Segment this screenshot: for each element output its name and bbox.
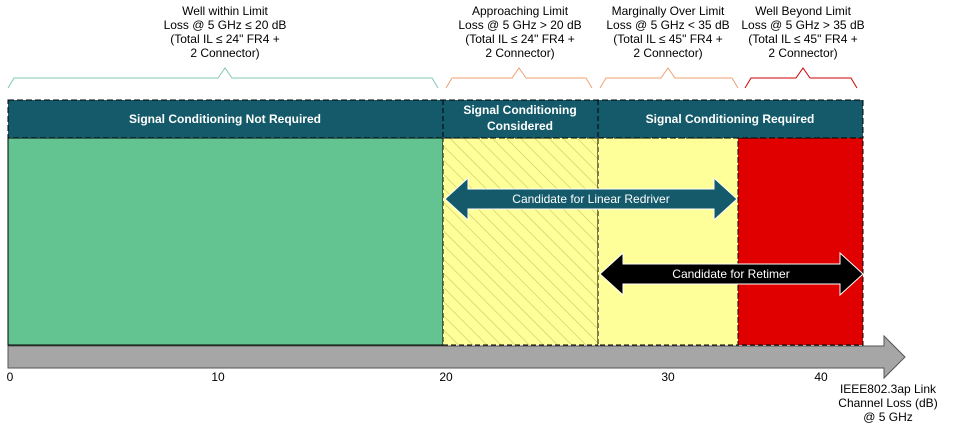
line: 2 Connector) (768, 46, 837, 60)
line: (Total IL ≤ 24" FR4 + (170, 32, 279, 46)
brace (7, 67, 439, 89)
line: @ 5 GHz (863, 410, 913, 424)
header-label: Signal Conditioning Not Required (129, 112, 321, 126)
line: Well within Limit (182, 4, 268, 18)
axis-arrow (7, 334, 906, 380)
header-label: Signal Conditioning Required (646, 112, 815, 126)
brace (744, 67, 858, 89)
line: IEEE802.3ap Link (840, 382, 937, 396)
zone-title: Marginally Over Limit Loss @ 5 GHz < 35 d… (606, 4, 729, 60)
axis-title: IEEE802.3ap Link Channel Loss (dB) @ 5 GHz (838, 382, 937, 424)
tick-label: 40 (814, 370, 828, 384)
zone-labels: Well within Limit Loss @ 5 GHz ≤ 20 dB (To… (164, 4, 865, 60)
header-bar (7, 99, 864, 139)
line: Channel Loss (dB) (838, 396, 937, 410)
brace (445, 67, 593, 89)
retimer-arrow (599, 251, 864, 297)
line: Approaching Limit (472, 4, 569, 18)
line: Considered (487, 119, 553, 133)
arrow-label: Candidate for Retimer (672, 267, 789, 281)
line: 2 Connector) (190, 46, 259, 60)
braces (7, 67, 858, 89)
tick-label: 30 (661, 370, 675, 384)
redriver-arrow (444, 176, 738, 222)
axis-ticks: 0 10 20 30 40 (7, 370, 828, 384)
zone-title: Well within Limit Loss @ 5 GHz ≤ 20 dB (To… (164, 4, 287, 60)
arrow-label: Candidate for Linear Redriver (512, 192, 669, 206)
tick-label: 10 (211, 370, 225, 384)
zone-hatched (442, 137, 599, 346)
line: (Total IL ≤ 45" FR4 + (748, 32, 857, 46)
line: Well Beyond Limit (755, 4, 851, 18)
line: Loss @ 5 GHz > 20 dB (458, 18, 581, 32)
line: (Total IL ≤ 24" FR4 + (465, 32, 574, 46)
line: 2 Connector) (633, 46, 702, 60)
line: (Total IL ≤ 45" FR4 + (613, 32, 722, 46)
brace (599, 67, 739, 89)
header-label: Signal Conditioning Considered (463, 103, 576, 133)
line: Loss @ 5 GHz < 35 dB (606, 18, 729, 32)
zone-title: Well Beyond Limit Loss @ 5 GHz > 35 dB (To… (741, 4, 864, 60)
tick-label: 20 (439, 370, 453, 384)
zone-green (7, 137, 444, 346)
zone-red (737, 137, 864, 346)
zone-yellow (597, 137, 739, 346)
tick-label: 0 (7, 370, 14, 384)
line: Loss @ 5 GHz ≤ 20 dB (164, 18, 287, 32)
line: Loss @ 5 GHz > 35 dB (741, 18, 864, 32)
zone-title: Approaching Limit Loss @ 5 GHz > 20 dB (To… (458, 4, 581, 60)
line: 2 Connector) (485, 46, 554, 60)
line: Marginally Over Limit (612, 4, 725, 18)
line: Signal Conditioning (463, 103, 576, 117)
